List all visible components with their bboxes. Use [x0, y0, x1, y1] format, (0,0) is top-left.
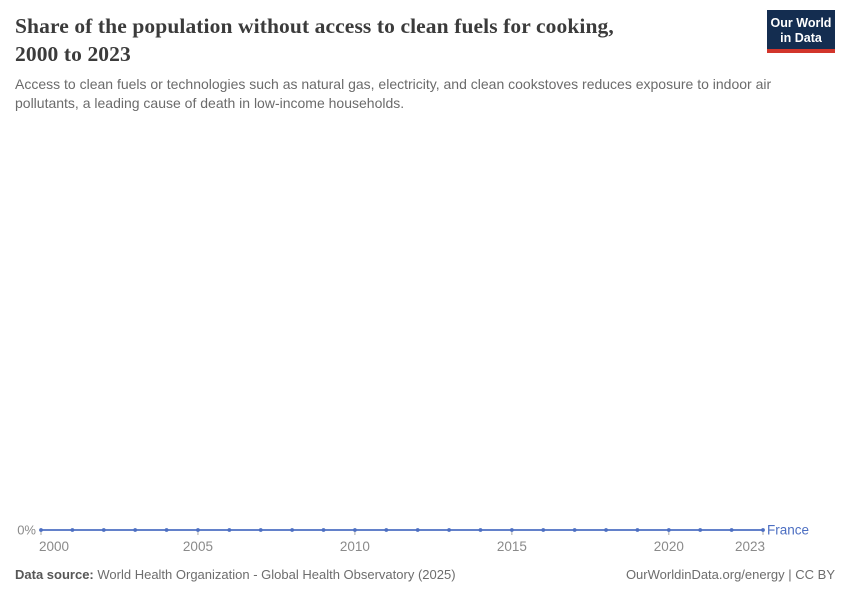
page-title-line2: 2000 to 2023 — [15, 42, 131, 66]
entity-label: France — [767, 523, 809, 538]
data-point[interactable] — [321, 528, 326, 532]
data-point[interactable] — [698, 528, 703, 532]
chart-subtitle: Access to clean fuels or technologies su… — [15, 76, 772, 111]
data-point[interactable] — [666, 528, 671, 532]
data-point[interactable] — [353, 528, 357, 532]
data-point[interactable] — [572, 528, 577, 532]
data-point[interactable] — [541, 528, 546, 532]
data-point[interactable] — [447, 528, 451, 532]
data-point[interactable] — [70, 528, 75, 532]
attribution-link[interactable]: OurWorldinData.org/energy | CC BY — [625, 567, 835, 582]
data-point[interactable] — [290, 528, 295, 532]
data-point[interactable] — [729, 528, 734, 532]
page-title: Share of the population without access t… — [15, 12, 614, 68]
data-point[interactable] — [384, 528, 389, 532]
line-chart-svg[interactable]: 2000 2005 2010 2015 2020 2023 0% France — [0, 505, 850, 560]
data-point[interactable] — [101, 528, 106, 532]
page-title-line1: Share of the population without access t… — [15, 14, 614, 38]
data-source-note: Data source: World Health Organization -… — [15, 567, 456, 582]
data-point[interactable] — [39, 528, 43, 532]
x-axis-label: 2000 — [39, 539, 69, 554]
x-axis-label: 2005 — [183, 539, 213, 554]
x-axis-label: 2015 — [497, 539, 527, 554]
x-axis-label: 2010 — [340, 539, 370, 554]
owid-logo[interactable]: Our World in Data — [767, 10, 835, 53]
data-point[interactable] — [604, 528, 608, 532]
data-point[interactable] — [635, 528, 640, 532]
x-axis-label: 2020 — [654, 539, 684, 554]
data-point[interactable] — [196, 528, 200, 532]
y-axis-label: 0% — [17, 523, 36, 538]
owid-logo-line2: in Data — [780, 31, 822, 45]
x-axis-label: 2023 — [735, 539, 765, 554]
data-source-value: World Health Organization - Global Healt… — [97, 567, 456, 582]
data-point[interactable] — [509, 528, 514, 532]
owid-logo-line1: Our World — [770, 16, 832, 30]
data-point[interactable] — [415, 528, 420, 532]
data-point[interactable] — [133, 528, 138, 532]
data-point[interactable] — [227, 528, 232, 532]
data-source-label: Data source: — [15, 567, 94, 582]
data-point[interactable] — [761, 528, 765, 532]
data-point[interactable] — [478, 528, 483, 532]
data-point[interactable] — [258, 528, 263, 532]
data-point[interactable] — [164, 528, 169, 532]
chart-footer: Data source: World Health Organization -… — [15, 567, 835, 582]
